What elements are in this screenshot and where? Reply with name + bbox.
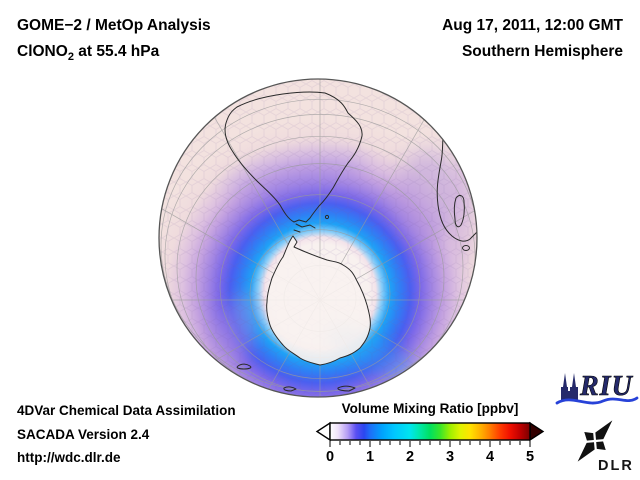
island-bottom-right (337, 385, 356, 392)
globe-limb (158, 78, 478, 398)
colorbar-tick-label: 2 (406, 449, 414, 465)
colorbar-tick-label: 1 (366, 449, 374, 465)
island-bottom-middle (283, 386, 297, 392)
title-block-left: GOME−2 / MetOp Analysis ClONO2 at 55.4 h… (17, 13, 211, 65)
dlr-star-icon (577, 420, 613, 462)
colorbar-tick-labels: 0 1 2 3 4 5 (326, 449, 534, 465)
colorbar-tick-label: 3 (446, 449, 454, 465)
colorbar-tick-label: 0 (326, 449, 334, 465)
colorbar-tick-label: 4 (486, 449, 494, 465)
version-label: SACADA Version 2.4 (17, 426, 150, 442)
colorbar-ticks (329, 441, 531, 447)
falkland-islands (324, 214, 330, 220)
island-bottom-left (236, 363, 252, 370)
antarctica-coastline (266, 235, 371, 366)
species-level-title: ClONO2 at 55.4 hPa (17, 43, 160, 64)
title-block-right: Aug 17, 2011, 12:00 GMT Southern Hemisph… (442, 13, 623, 65)
tierra-del-fuego-coastline (293, 223, 316, 233)
south-america-coastline (224, 91, 363, 223)
small-island-right (462, 245, 470, 251)
madagascar-coastline (453, 194, 465, 228)
colorbar-overflow-arrow (529, 421, 545, 442)
dlr-logo: DLR (577, 420, 634, 474)
datetime-label: Aug 17, 2011, 12:00 GMT (442, 17, 623, 34)
wdc-url: http://wdc.dlr.de (17, 450, 121, 465)
credits-block: 4DVar Chemical Data Assimilation SACADA … (17, 399, 236, 470)
riu-wordmark: RIU (579, 371, 634, 402)
colorbar-underflow-arrow (315, 421, 331, 442)
colorbar-title: Volume Mixing Ratio [ppbv] (342, 401, 519, 416)
riu-wave-icon (555, 396, 639, 405)
assimilation-label: 4DVar Chemical Data Assimilation (17, 403, 236, 418)
analysis-title: GOME−2 / MetOp Analysis (17, 17, 211, 34)
riu-logo: RIU (555, 371, 639, 405)
cathedral-icon (561, 373, 578, 400)
dlr-wordmark: DLR (598, 458, 634, 474)
colorbar-gradient-bar (329, 422, 531, 441)
colorbar-tick-label: 5 (526, 449, 534, 465)
colorbar: Volume Mixing Ratio [ppbv] 0 1 2 3 4 5 (315, 401, 545, 465)
hemisphere-label: Southern Hemisphere (461, 43, 623, 60)
africa-coastline (436, 117, 477, 242)
subscript-2: 2 (67, 51, 74, 64)
